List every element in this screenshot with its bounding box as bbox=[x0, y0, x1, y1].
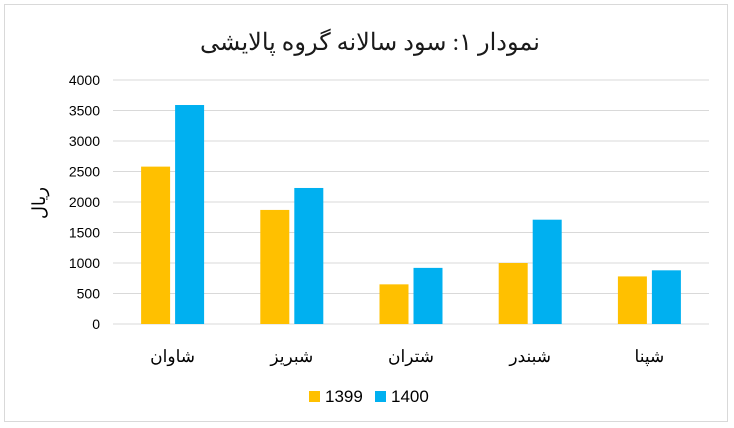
legend-label-1399: 1399 bbox=[325, 387, 363, 406]
bar-1399-2 bbox=[498, 263, 528, 324]
x-tick-label: شتران bbox=[388, 347, 434, 367]
y-tick-label: 0 bbox=[92, 316, 100, 332]
legend: 1399 1400 bbox=[309, 387, 429, 406]
y-tick-label: 4000 bbox=[69, 72, 100, 88]
bar-1399-5 bbox=[141, 166, 171, 324]
legend-swatch-1400 bbox=[375, 391, 386, 402]
y-tick-label: 3500 bbox=[69, 103, 100, 119]
y-tick-label: 2000 bbox=[69, 194, 100, 210]
chart-frame bbox=[4, 4, 728, 422]
legend-swatch-1399 bbox=[309, 391, 320, 402]
y-tick-label: 500 bbox=[77, 286, 101, 302]
chart-title: نمودار ۱: سود سالانه گروه پالایشی bbox=[200, 28, 540, 56]
bar-1399-3 bbox=[379, 284, 409, 324]
bar-1400-2 bbox=[532, 219, 562, 324]
x-tick-label: شبندر bbox=[508, 347, 551, 367]
y-axis-ticks: 0 500 1000 1500 2000 2500 3000 3500 4000 bbox=[69, 72, 100, 332]
bar-1400-3 bbox=[413, 267, 443, 324]
bar-1399-4 bbox=[260, 209, 290, 324]
bars bbox=[141, 105, 681, 324]
y-tick-label: 1500 bbox=[69, 225, 100, 241]
x-tick-label: شبریز bbox=[269, 347, 313, 367]
x-tick-label: شاوان bbox=[150, 347, 195, 367]
y-tick-label: 2500 bbox=[69, 164, 100, 180]
x-tick-label: شپنا bbox=[635, 347, 665, 367]
x-axis-ticks: شپنا شبندر شتران شبریز شاوان bbox=[150, 347, 664, 367]
y-axis-label: ریال bbox=[29, 187, 50, 219]
bar-1400-1 bbox=[651, 270, 681, 324]
y-tick-label: 3000 bbox=[69, 133, 100, 149]
bar-1399-1 bbox=[617, 276, 647, 324]
legend-label-1400: 1400 bbox=[391, 387, 429, 406]
y-tick-label: 1000 bbox=[69, 255, 100, 271]
bar-1400-5 bbox=[175, 105, 205, 324]
gridlines bbox=[113, 79, 709, 325]
bar-1400-4 bbox=[294, 187, 324, 324]
